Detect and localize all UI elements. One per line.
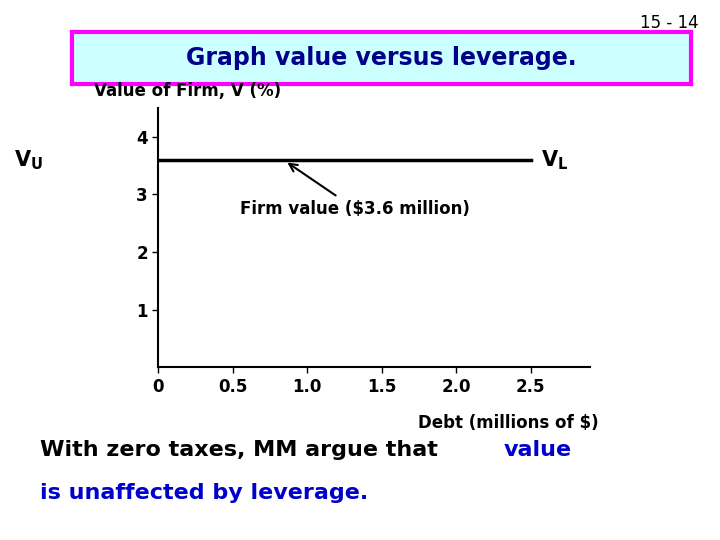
Text: Debt (millions of $): Debt (millions of $): [418, 414, 599, 432]
Text: 15 - 14: 15 - 14: [640, 14, 698, 31]
Text: Graph value versus leverage.: Graph value versus leverage.: [186, 46, 577, 70]
Text: $\mathbf{V_L}$: $\mathbf{V_L}$: [541, 148, 569, 172]
Text: $\mathbf{V_U}$: $\mathbf{V_U}$: [14, 148, 43, 172]
Text: Value of Firm, V (%): Value of Firm, V (%): [94, 82, 281, 100]
Text: With zero taxes, MM argue that: With zero taxes, MM argue that: [40, 440, 445, 460]
Text: Firm value ($3.6 million): Firm value ($3.6 million): [240, 164, 470, 218]
Text: value: value: [504, 440, 572, 460]
Text: is unaffected by leverage.: is unaffected by leverage.: [40, 483, 368, 503]
